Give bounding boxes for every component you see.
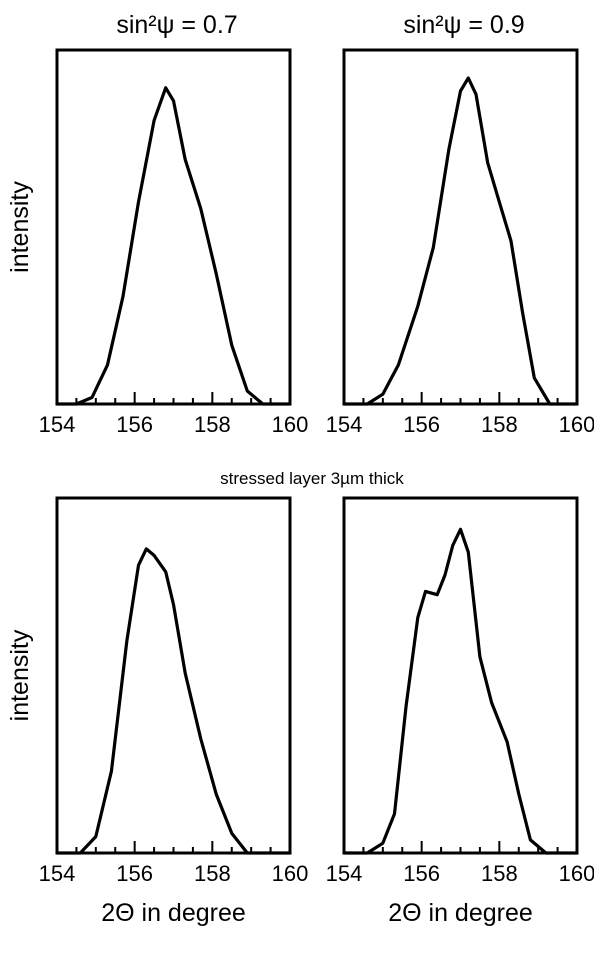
x-tick-label: 160 — [559, 412, 594, 437]
column-title-right: sin²ψ = 0.9 — [403, 11, 524, 39]
x-tick-label: 158 — [481, 412, 518, 437]
x-tick-label: 158 — [194, 412, 231, 437]
x-tick-label: 156 — [116, 412, 153, 437]
x-axis-label: 2Θ in degree — [101, 899, 246, 927]
plot-frame — [55, 496, 292, 855]
y-axis-label: intensity — [6, 629, 34, 721]
plot-frame — [342, 496, 579, 855]
x-tick-label: 160 — [272, 861, 309, 886]
chart-panel-2: 154 156 158 160 — [326, 48, 594, 437]
x-tick-label: 156 — [403, 861, 440, 886]
x-tick-label: 156 — [403, 412, 440, 437]
chart-panel-3: 154 156 158 160 intensity 2Θ in degree — [6, 496, 309, 927]
column-title-left: sin²ψ = 0.7 — [116, 11, 237, 39]
x-tick-label: 158 — [194, 861, 231, 886]
x-axis-label: 2Θ in degree — [388, 899, 533, 927]
x-tick-label: 158 — [481, 861, 518, 886]
middle-caption: stressed layer 3µm thick — [220, 469, 404, 488]
series-line-1 — [55, 86, 292, 406]
x-tick-label: 154 — [39, 412, 76, 437]
y-axis-label: intensity — [6, 181, 34, 273]
series-line-1 — [342, 527, 579, 855]
x-tick-label: 154 — [326, 861, 363, 886]
series-line-1 — [55, 547, 292, 855]
x-tick-label: 154 — [326, 412, 363, 437]
x-tick-label: 154 — [39, 861, 76, 886]
x-tick-label: 160 — [272, 412, 309, 437]
x-tick-label: 160 — [559, 861, 594, 886]
x-tick-label: 156 — [116, 861, 153, 886]
series-line-1 — [342, 76, 579, 406]
chart-panel-1: 154 156 158 160 intensity — [6, 48, 309, 437]
plot-frame — [342, 48, 579, 406]
chart-panel-4: 154 156 158 160 2Θ in degree — [326, 496, 594, 927]
